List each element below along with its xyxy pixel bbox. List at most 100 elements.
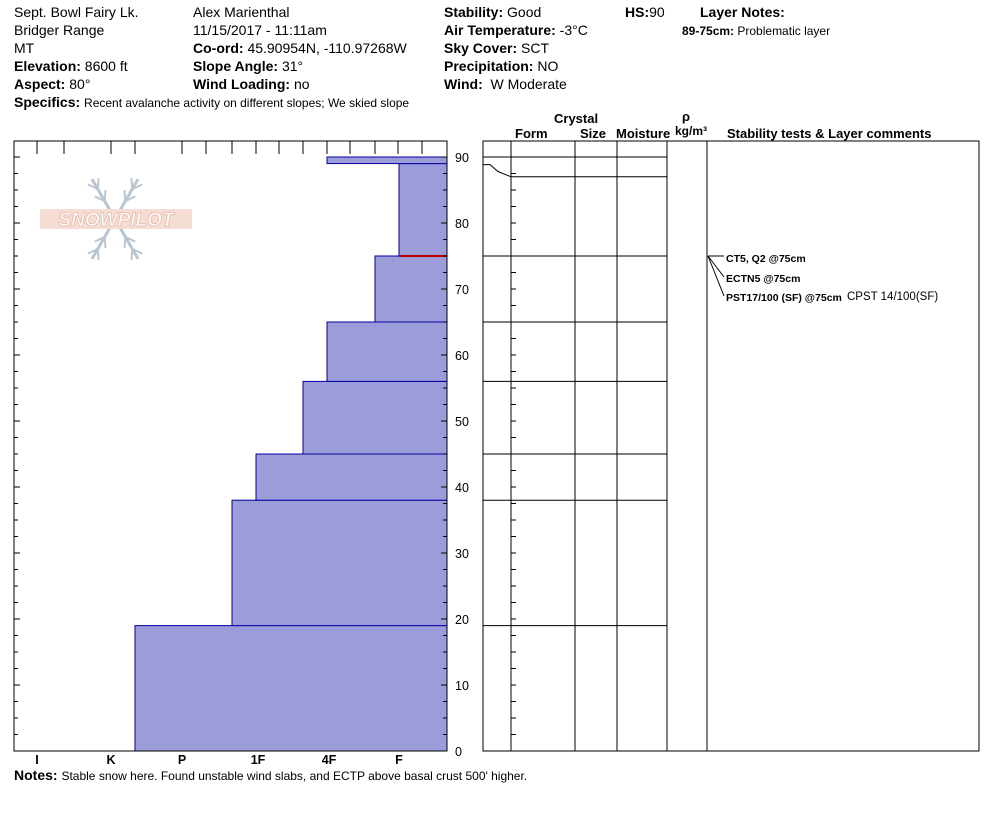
stability-value: Good [507, 4, 542, 20]
air-temp-value: -3°C [559, 22, 588, 38]
x-tick-label: I [35, 753, 38, 767]
snowpilot-logo: SNOWPILOT [40, 178, 192, 260]
logo-band [40, 209, 192, 229]
hardness-layer [326, 321, 448, 382]
chart-ticks [14, 141, 516, 752]
range: Bridger Range [14, 22, 105, 38]
x-tick-label: P [178, 753, 186, 767]
snowflake-branch [131, 183, 143, 191]
hardness-layer [255, 453, 448, 501]
y-tick-label: 10 [455, 679, 469, 693]
snowflake-branch [87, 183, 99, 191]
coord-value: 45.90954N, -110.97268W [247, 40, 407, 56]
aspect: Aspect: 80° [14, 76, 90, 93]
hardness-layer [134, 625, 448, 752]
axis-labels: 0 10 20 30 40 50 60 70 80 90 I K P 1F 4F F [35, 151, 469, 767]
col-comments: Stability tests & Layer comments [727, 126, 932, 141]
layer-note-range: 89-75cm: [682, 24, 735, 38]
specifics-label: Specifics: [14, 94, 81, 110]
precip-label: Precipitation: [444, 58, 534, 74]
hardness-layer [398, 163, 448, 257]
sky-value: SCT [521, 40, 550, 56]
y-tick-label: 0 [455, 745, 462, 759]
wind: Wind: W Moderate [444, 76, 567, 93]
notes-label: Notes: [14, 767, 58, 783]
col-rho: ρ [682, 109, 691, 124]
stability-label: Stability: [444, 4, 504, 20]
col-density-unit: kg/m³ [675, 124, 708, 138]
stability-test-cpst: CPST 14/100(SF) [847, 291, 939, 303]
slope-label: Slope Angle: [193, 58, 279, 74]
x-tick-label: 4F [322, 753, 337, 767]
elevation: Elevation: 8600 ft [14, 58, 128, 75]
y-tick-label: 40 [455, 481, 469, 495]
y-tick-label: 20 [455, 613, 469, 627]
elevation-label: Elevation: [14, 58, 81, 74]
col-size: Size [580, 126, 607, 141]
snowflake-branch [130, 178, 134, 190]
test-connector [707, 255, 725, 278]
col-form: Form [515, 126, 548, 141]
snowflake-branch [124, 236, 136, 243]
wind-loading-value: no [293, 76, 310, 92]
y-tick-label: 30 [455, 547, 469, 561]
aspect-label: Aspect: [14, 76, 66, 92]
layer-note: 89-75cm: Problematic layer [682, 23, 830, 40]
elevation-value: 8600 ft [84, 58, 128, 74]
hs-value: 90 [649, 4, 665, 20]
y-tick-label: 90 [455, 151, 469, 165]
test-connector [707, 255, 725, 297]
snowflake-branch [123, 190, 127, 202]
y-tick-label: 80 [455, 217, 469, 231]
sky-label: Sky Cover: [444, 40, 518, 56]
snowflake-branch [123, 236, 127, 248]
stability-test-ectn: ECTN5 @75cm [726, 273, 801, 285]
location: Sept. Bowl Fairy Lk. [14, 4, 139, 20]
stability: Stability: Good [444, 4, 541, 21]
air-temp: Air Temperature: -3°C [444, 22, 588, 39]
stability-test-ct: CT5, Q2 @75cm [726, 253, 806, 265]
wind-loading: Wind Loading: no [193, 76, 310, 93]
slope-angle: Slope Angle: 31° [193, 58, 303, 75]
snowflake-branch [96, 178, 100, 190]
specifics-value: Recent avalanche activity on different s… [84, 96, 410, 110]
coord-label: Co-ord: [193, 40, 244, 56]
x-tick-label: F [395, 753, 403, 767]
aspect-value: 80° [69, 76, 91, 92]
x-tick-label: 1F [251, 753, 266, 767]
snowflake-branch [94, 195, 106, 202]
snowflake-branch [124, 195, 136, 202]
snowflake-branch [94, 236, 106, 243]
layer-notes-title: Layer Notes: [700, 4, 785, 20]
y-tick-label: 70 [455, 283, 469, 297]
precip-value: NO [537, 58, 559, 74]
snowflake-branch [103, 190, 107, 202]
hardness-layer [231, 499, 448, 627]
state: MT [14, 40, 35, 56]
precipitation: Precipitation: NO [444, 58, 558, 75]
y-tick-label: 50 [455, 415, 469, 429]
x-tick-label: K [106, 753, 115, 767]
snowflake-branch [103, 236, 107, 248]
col-moisture: Moisture [616, 126, 671, 141]
layer-table-frame [482, 140, 980, 752]
wind-value: W Moderate [490, 76, 567, 92]
depth-connector [483, 164, 512, 178]
wind-loading-label: Wind Loading: [193, 76, 291, 92]
hardness-plot-frame [13, 140, 448, 752]
hs: HS:90 [625, 4, 665, 21]
hardness-layer [302, 380, 448, 455]
slope-value: 31° [281, 58, 304, 74]
coord: Co-ord: 45.90954N, -110.97268W [193, 40, 407, 57]
datetime: 11/15/2017 - 11:11am [193, 22, 327, 38]
notes: Notes: Stable snow here. Found unstable … [14, 767, 527, 785]
notes-text: Stable snow here. Found unstable wind sl… [61, 769, 528, 783]
observer: Alex Marienthal [193, 4, 290, 20]
hardness-layer [326, 156, 448, 165]
snowflake-branch [130, 248, 134, 260]
y-tick-label: 60 [455, 349, 469, 363]
col-crystal: Crystal [554, 111, 599, 126]
hardness-layer [374, 255, 448, 323]
snowflake-branch [96, 248, 100, 260]
